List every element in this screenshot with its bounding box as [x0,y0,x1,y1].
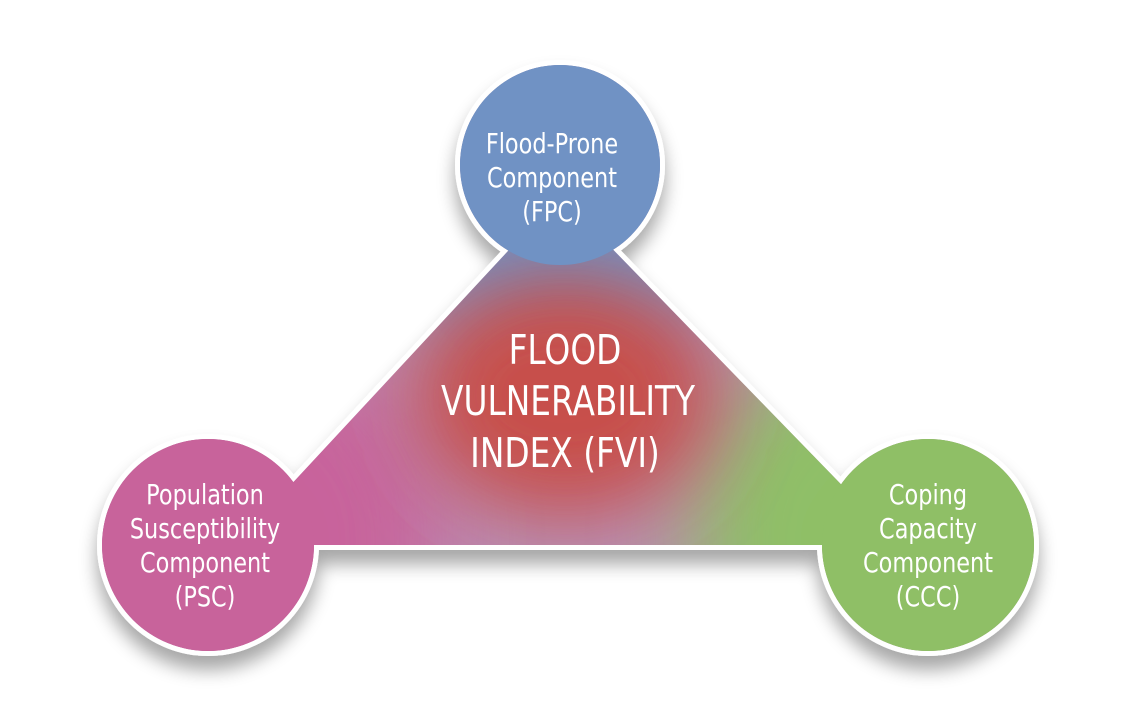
ccc-label: Coping Capacity Component (CCC) [848,478,1008,615]
ccc-circle [822,439,1034,651]
psc-label-line: Component [139,546,271,580]
fvi-label-line: VULNERABILITY [441,377,696,426]
ccc-label-line: (CCC) [895,580,961,614]
fvi-center-label: FLOOD VULNERABILITY INDEX (FVI) [441,325,696,479]
fvi-color-blob [415,275,715,515]
psc-circle [102,439,314,651]
psc-label-line: Susceptibility [129,512,281,546]
psc-label-line: (PSC) [174,580,236,614]
fvi-label-line: FLOOD [508,326,622,374]
ccc-label-line: Component [862,546,994,580]
fpc-label-line: Flood-Prone [485,127,619,160]
psc-label: Population Susceptibility Component (PSC… [121,478,289,615]
ccc-label-line: Coping [888,478,968,511]
fvi-label-line: INDEX (FVI) [470,428,660,477]
fpc-label-line: Component [486,161,618,195]
fpc-label-line: (FPC) [522,195,582,229]
fpc-circle [460,65,660,265]
ccc-label-line: Capacity [879,512,977,546]
fpc-label: Flood-Prone Component (FPC) [472,127,632,229]
psc-label-line: Population [146,478,264,511]
